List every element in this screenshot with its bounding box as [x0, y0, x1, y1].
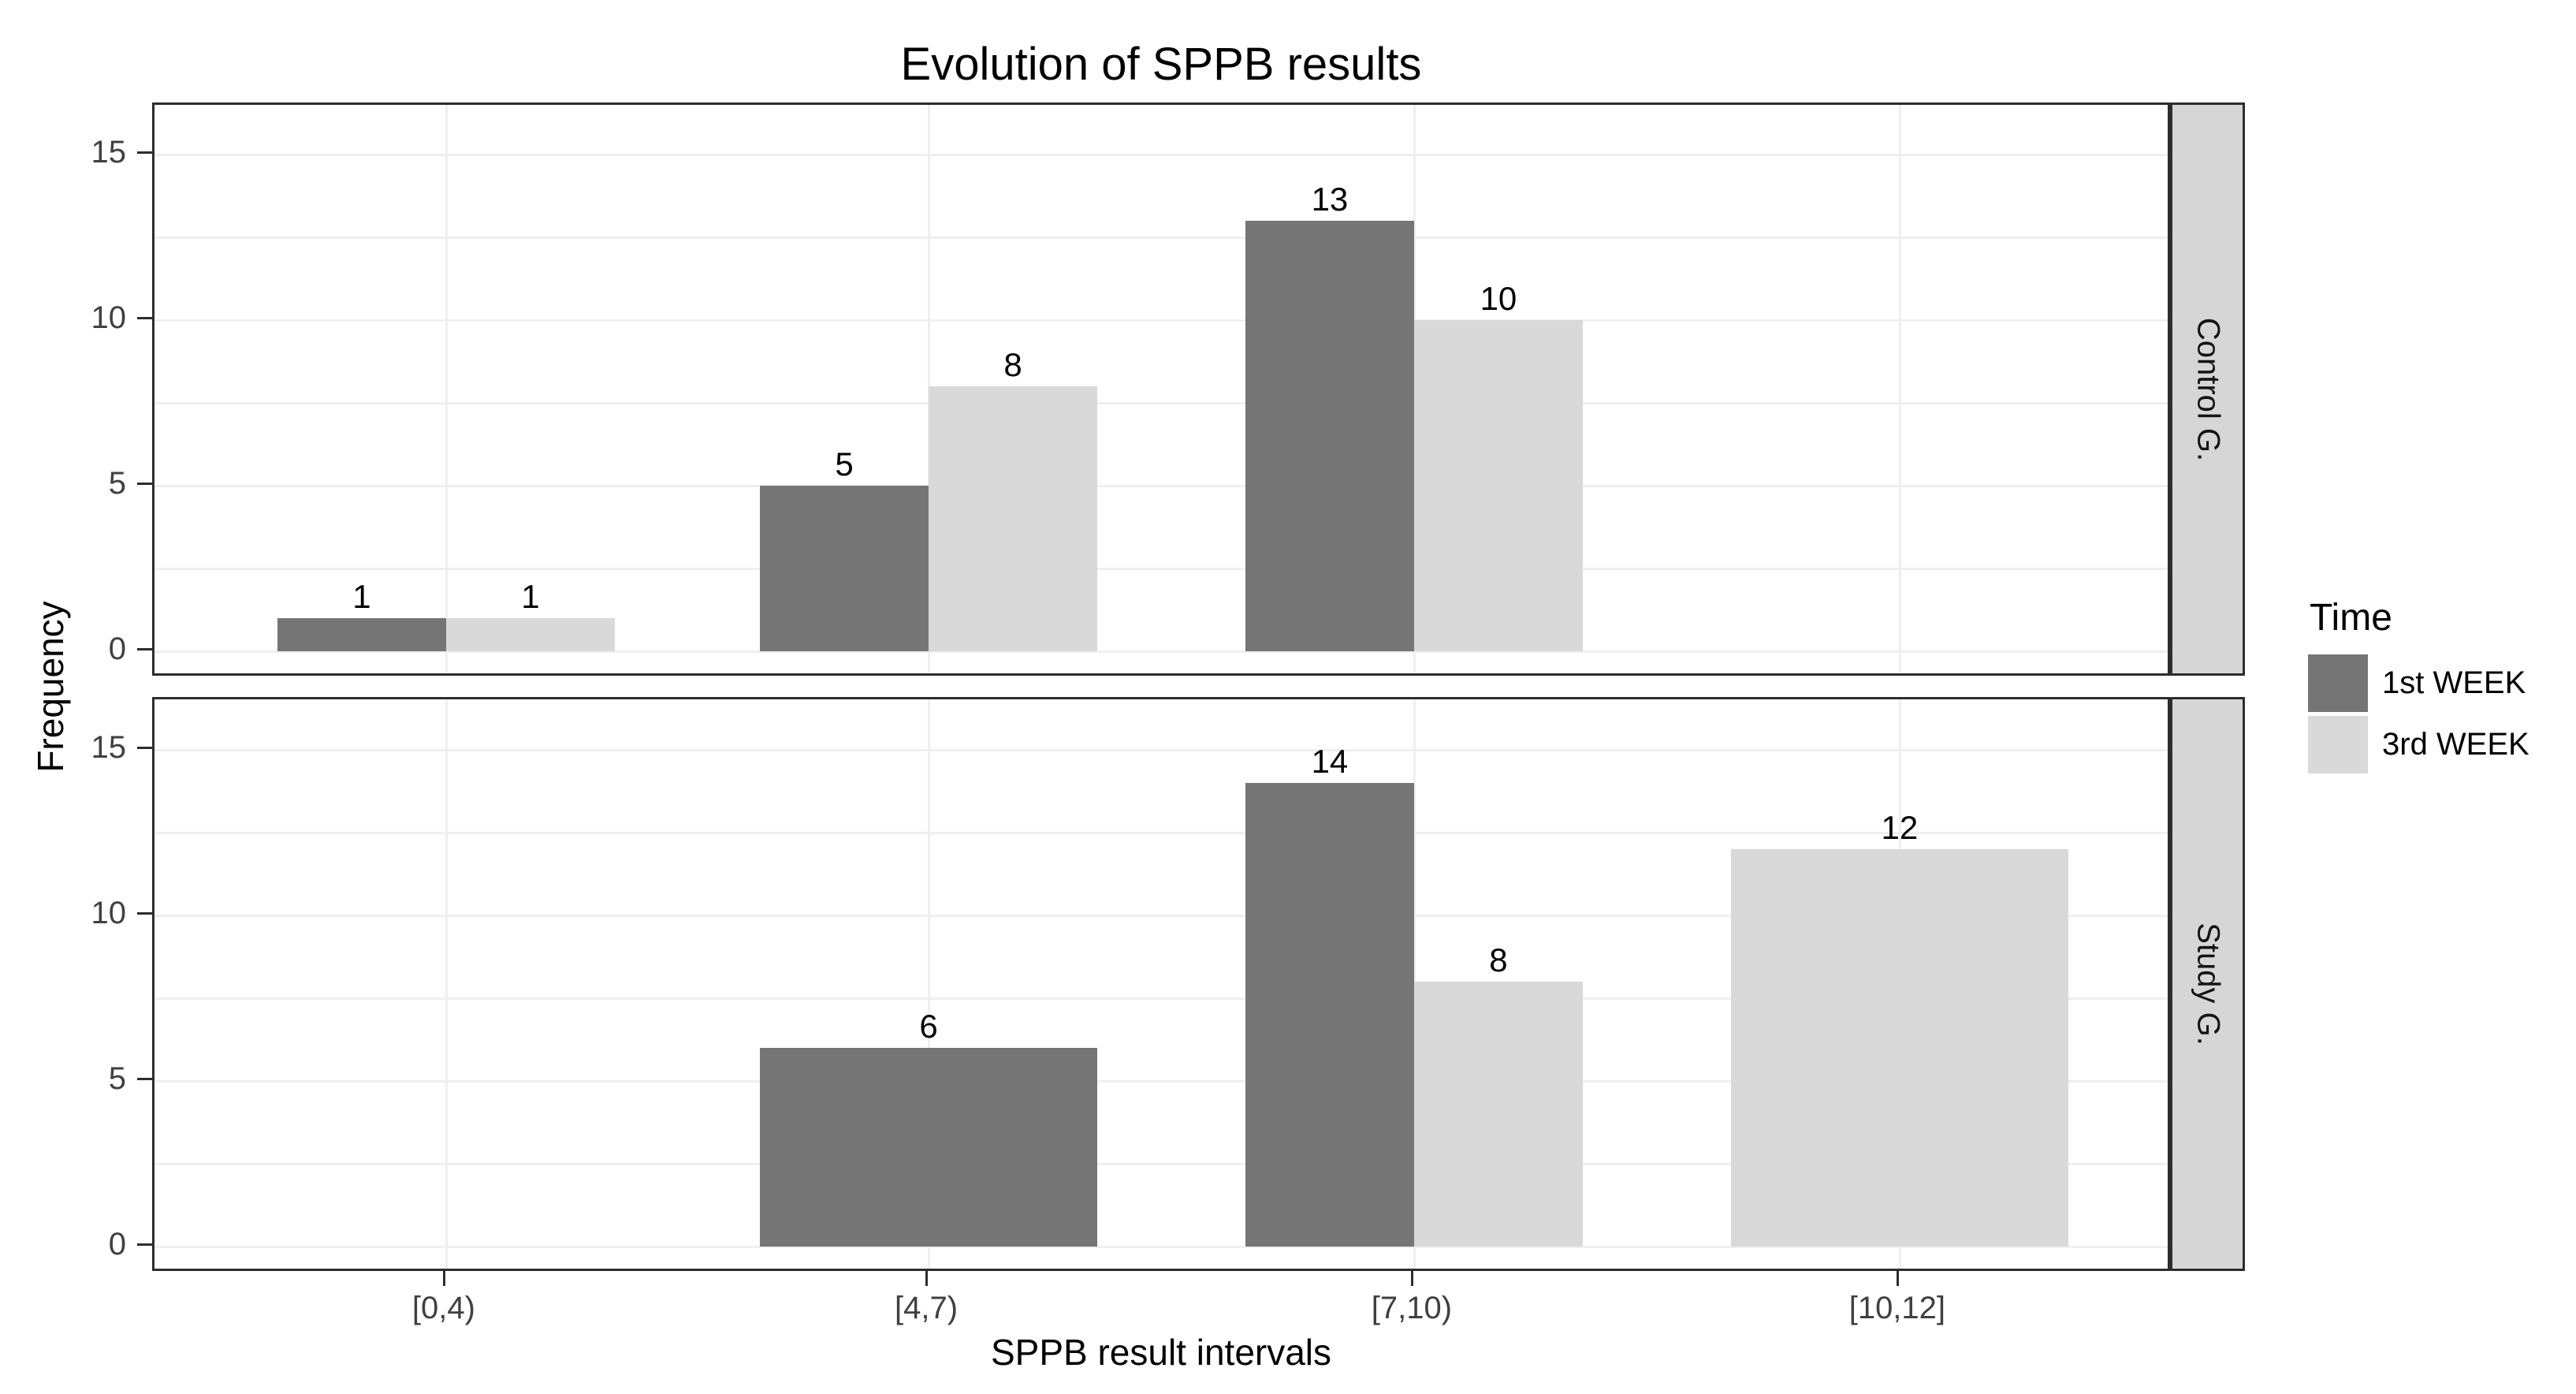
bar-3rd-week	[1413, 982, 1583, 1247]
facet-strip-label: Study G.	[2191, 922, 2225, 1046]
bar-value-label: 13	[1311, 181, 1349, 218]
x-axis-tick-mark	[925, 1271, 929, 1286]
bar-value-label: 5	[835, 445, 854, 483]
y-axis-tick-label: 0	[108, 632, 126, 666]
gridline-horizontal	[154, 749, 2168, 751]
bar-value-label: 14	[1311, 743, 1349, 780]
bar-value-label: 1	[352, 578, 371, 615]
bar-1st-week	[1245, 221, 1414, 651]
x-axis-tick-label: [10,12]	[1848, 1291, 1946, 1325]
y-axis-tick-mark	[137, 648, 152, 650]
x-axis-tick-label: [7,10)	[1371, 1291, 1453, 1325]
x-axis-tick-label: [0,4)	[411, 1291, 475, 1325]
facet-panel-1: 1 1 5 8 13 10	[152, 102, 2170, 676]
y-axis-tick-label: 15	[91, 135, 127, 170]
x-axis-title: SPPB result intervals	[990, 1332, 1332, 1373]
gridline-horizontal	[154, 1080, 2168, 1083]
gridline-horizontal	[154, 650, 2168, 653]
bar-value-label: 8	[1489, 941, 1508, 978]
y-axis-tick-mark	[137, 483, 152, 485]
bar-1st-week	[760, 486, 929, 651]
y-axis-tick-mark	[137, 151, 152, 154]
gridline-vertical	[1898, 105, 1901, 673]
legend-key-3rd-week-swatch	[2308, 715, 2368, 773]
legend-title: Time	[2310, 597, 2392, 639]
y-axis-tick-mark	[137, 1243, 152, 1246]
plot-title: Evolution of SPPB results	[900, 39, 1422, 90]
y-axis-tick-label: 10	[91, 300, 127, 335]
y-axis-tick-mark	[137, 1078, 152, 1080]
y-axis-tick-label: 5	[108, 466, 126, 501]
gridline-horizontal	[154, 1246, 2168, 1248]
bar-value-label: 8	[1003, 346, 1022, 383]
bar-1st-week	[1245, 783, 1414, 1247]
facet-strip-2	[2170, 697, 2245, 1271]
bar-1st-week	[760, 1048, 1098, 1247]
x-axis-tick-label: [4,7)	[894, 1291, 959, 1325]
bar-3rd-week	[445, 618, 615, 651]
legend-entry-3rd-week: 3rd WEEK	[2308, 715, 2529, 773]
gridline-horizontal	[154, 154, 2168, 156]
bar-value-label: 12	[1881, 809, 1919, 846]
y-axis-tick-mark	[137, 912, 152, 915]
bar-1st-week	[277, 618, 446, 651]
y-axis-tick-label: 0	[108, 1227, 126, 1262]
y-axis-tick-mark	[137, 317, 152, 319]
x-axis-tick-mark	[1410, 1271, 1413, 1286]
gridline-horizontal	[154, 997, 2168, 1000]
gridline-horizontal	[154, 915, 2168, 917]
bar-3rd-week	[1413, 320, 1583, 651]
bar-value-label: 1	[521, 578, 540, 615]
gridline-horizontal	[154, 237, 2168, 239]
legend-key-1st-week-swatch	[2308, 654, 2368, 712]
bar-value-label: 6	[919, 1008, 938, 1045]
bar-value-label: 10	[1480, 280, 1517, 317]
gridline-horizontal	[154, 485, 2168, 487]
gridline-vertical	[445, 699, 448, 1269]
y-axis-tick-mark	[137, 747, 152, 749]
x-axis-tick-mark	[442, 1271, 445, 1286]
y-axis-tick-label: 15	[91, 730, 127, 765]
bar-3rd-week	[1730, 849, 2068, 1247]
y-axis-tick-label: 10	[91, 896, 127, 930]
legend-label-3rd-week: 3rd WEEK	[2382, 726, 2529, 762]
legend-entry-1st-week: 1st WEEK	[2308, 654, 2529, 712]
x-axis-tick-mark	[1896, 1271, 1899, 1286]
legend: Time 1st WEEK 3rd WEEK	[2308, 596, 2529, 777]
gridline-vertical	[928, 699, 931, 1269]
gridline-vertical	[445, 105, 448, 673]
bar-3rd-week	[929, 386, 1098, 651]
gridline-horizontal	[154, 832, 2168, 834]
y-axis-tick-label: 5	[108, 1061, 126, 1096]
facet-strip-1	[2170, 102, 2245, 676]
facet-strip-label: Control G.	[2191, 317, 2225, 461]
gridline-horizontal	[154, 568, 2168, 570]
facet-panel-2: 6 14 8 12	[152, 697, 2170, 1271]
gridline-horizontal	[154, 402, 2168, 404]
gridline-horizontal	[154, 319, 2168, 322]
legend-label-1st-week: 1st WEEK	[2382, 665, 2526, 700]
gridline-horizontal	[154, 1163, 2168, 1165]
